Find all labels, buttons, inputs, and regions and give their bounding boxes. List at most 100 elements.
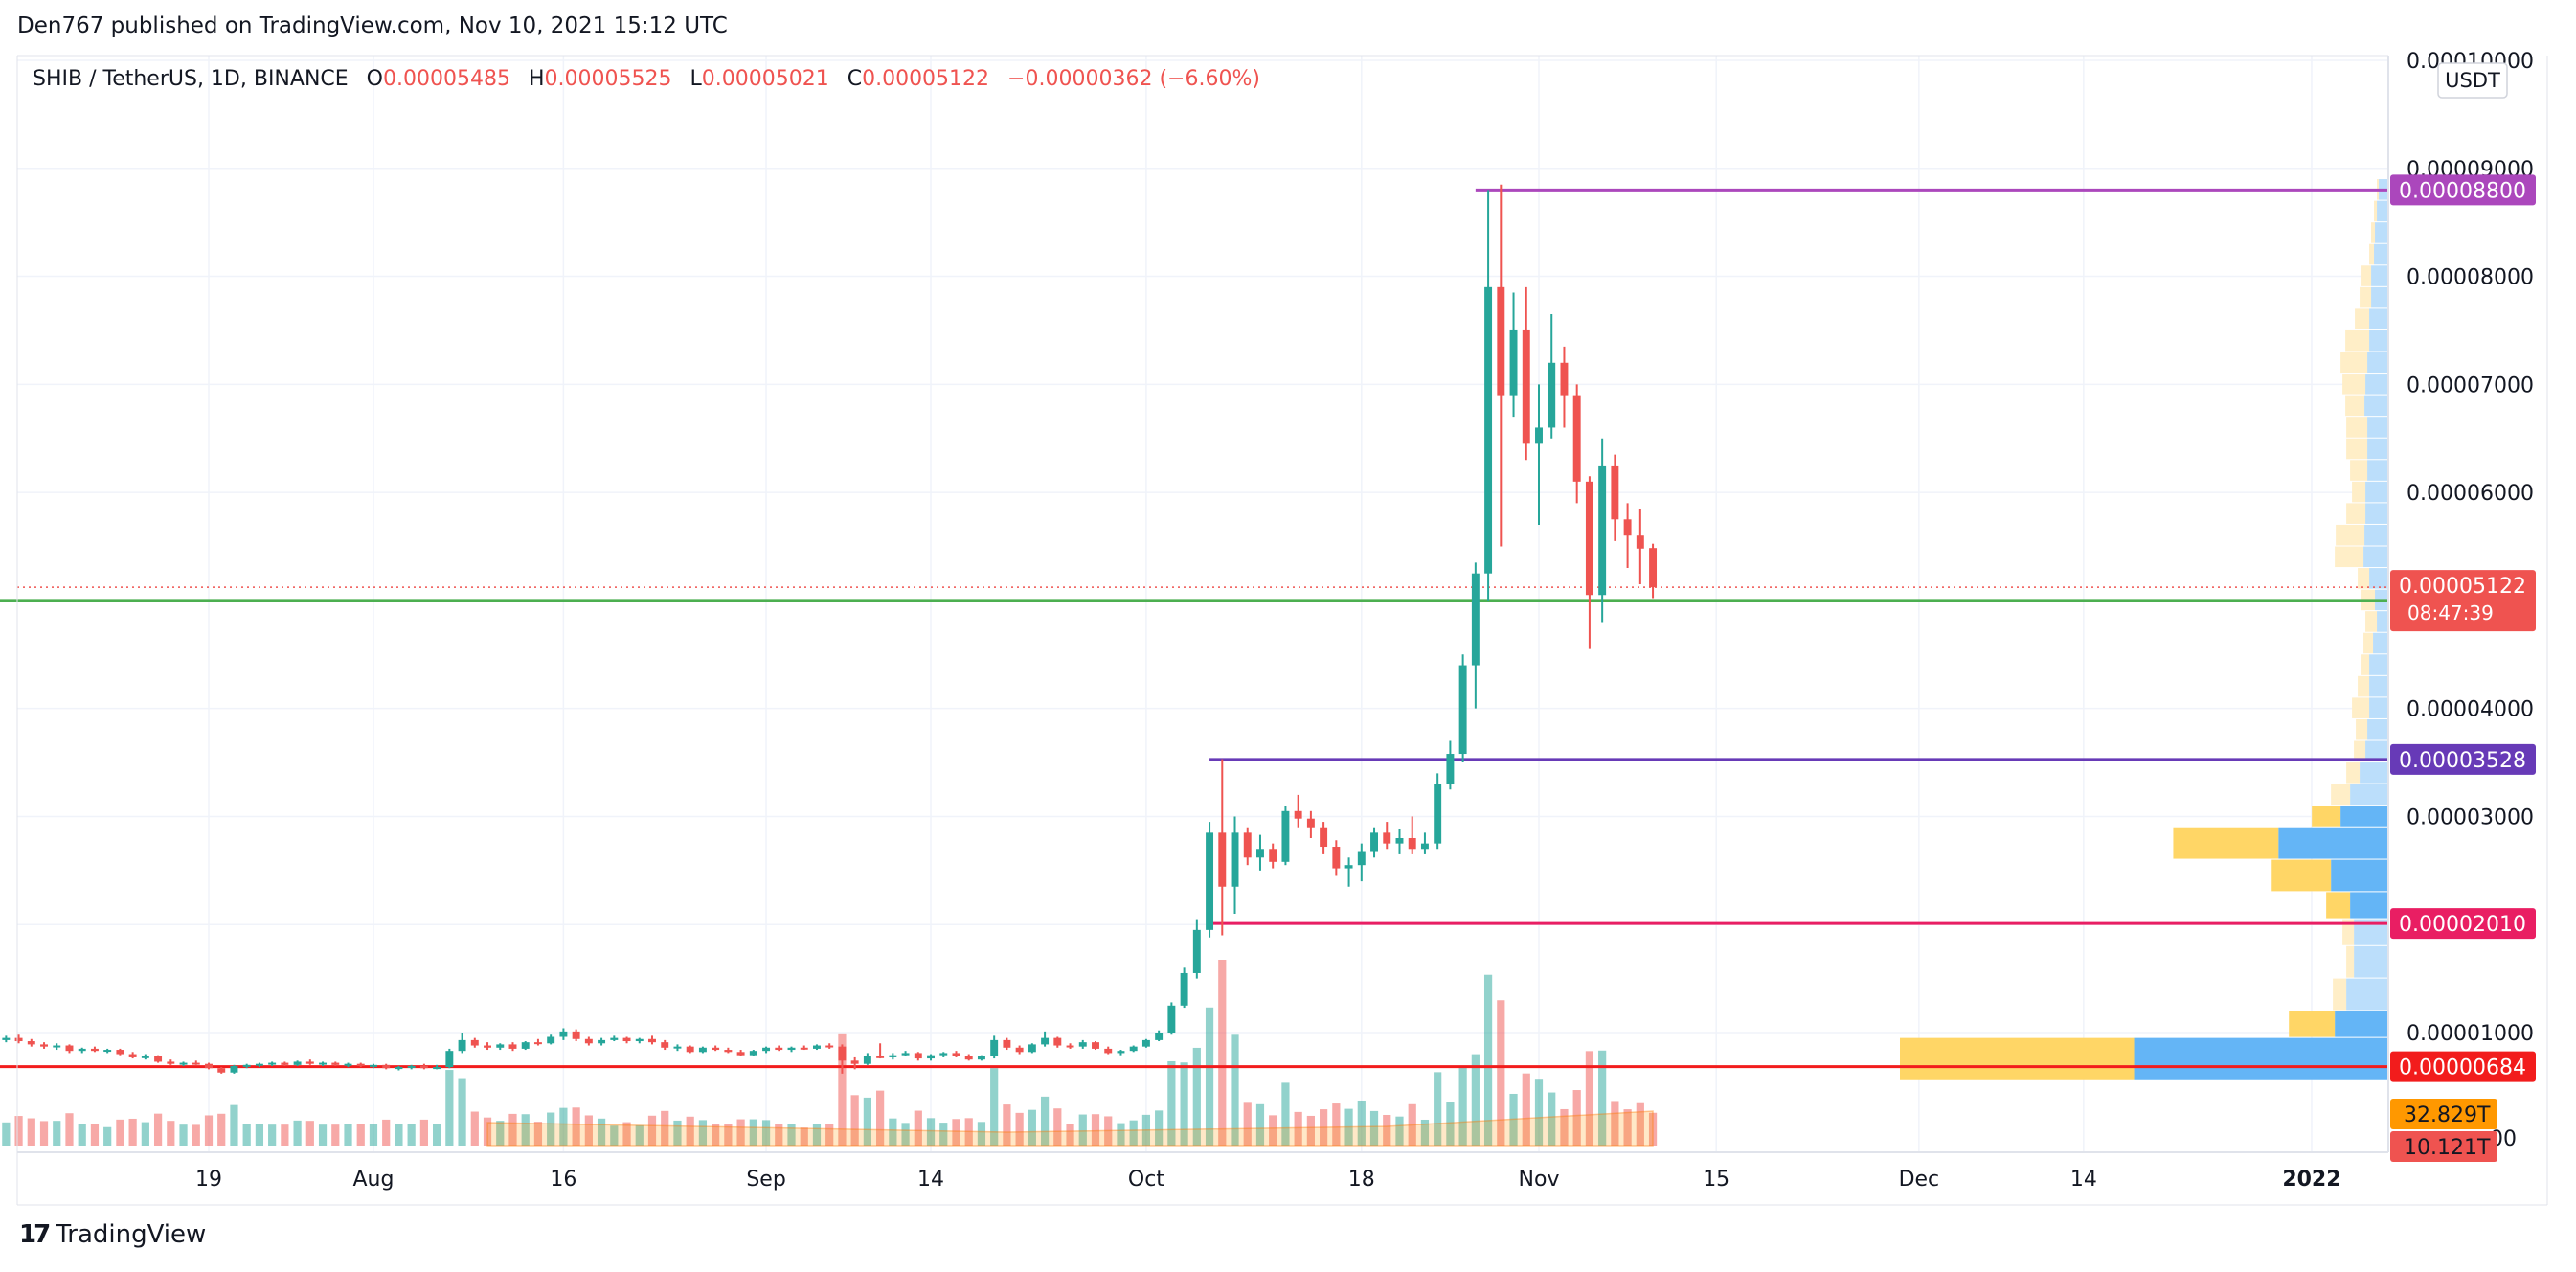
volume-bar bbox=[521, 1114, 530, 1146]
volume-bar bbox=[1218, 960, 1227, 1146]
candle bbox=[370, 1063, 377, 1069]
candle bbox=[484, 1042, 491, 1051]
time-tick-label: 16 bbox=[550, 1168, 576, 1192]
candle bbox=[838, 1044, 847, 1074]
volume-bar bbox=[1395, 1116, 1404, 1146]
candle bbox=[305, 1059, 314, 1065]
time-tick-label: Aug bbox=[352, 1168, 394, 1192]
candle bbox=[1320, 822, 1328, 854]
price-badge: 0.00002010 bbox=[2390, 908, 2536, 940]
candle bbox=[1434, 773, 1442, 850]
volume-profile-up-bar bbox=[2340, 806, 2388, 827]
candle bbox=[1155, 1030, 1164, 1042]
volume-bar bbox=[1141, 1114, 1151, 1146]
candle bbox=[167, 1059, 175, 1065]
candle bbox=[205, 1062, 213, 1070]
volume-bar bbox=[1497, 1000, 1505, 1146]
candle bbox=[445, 1048, 454, 1069]
volume-profile-up-bar bbox=[2369, 675, 2388, 697]
price-badge: 0.00005122 08:47:39 bbox=[2390, 570, 2536, 632]
volume-profile-up-bar bbox=[2367, 718, 2388, 740]
volume-profile-down-bar bbox=[2360, 286, 2372, 308]
volume-bar bbox=[647, 1115, 657, 1146]
volume-profile-down-bar bbox=[2346, 762, 2361, 784]
price-badge: 0.00000684 bbox=[2390, 1051, 2536, 1082]
volume-profile-down-bar bbox=[2361, 654, 2370, 675]
tradingview-logo[interactable]: 17 TradingView bbox=[19, 1220, 206, 1249]
candle bbox=[800, 1045, 808, 1051]
candle bbox=[787, 1046, 796, 1053]
volume-bar bbox=[268, 1124, 277, 1146]
candle bbox=[572, 1029, 580, 1042]
volume-bar bbox=[901, 1123, 910, 1146]
volume-bar bbox=[1091, 1114, 1100, 1146]
candle bbox=[927, 1054, 935, 1061]
volume-profile-down-bar bbox=[2345, 395, 2365, 417]
candle bbox=[1509, 292, 1518, 418]
volume-bar bbox=[889, 1118, 897, 1146]
volume-bar bbox=[1306, 1115, 1315, 1146]
volume-profile-up-bar bbox=[2364, 524, 2388, 546]
candle bbox=[141, 1054, 149, 1060]
volume-bar bbox=[712, 1124, 720, 1146]
candle bbox=[698, 1046, 707, 1054]
volume-bar bbox=[1636, 1102, 1644, 1146]
candle bbox=[635, 1037, 644, 1044]
volume-bar bbox=[610, 1125, 619, 1146]
volume-bar bbox=[661, 1110, 669, 1146]
candle bbox=[736, 1050, 745, 1056]
candle bbox=[65, 1044, 74, 1054]
volume-bar bbox=[1408, 1103, 1416, 1146]
low-label: L bbox=[689, 67, 702, 91]
candle bbox=[1003, 1037, 1011, 1051]
volume-bar bbox=[1243, 1102, 1252, 1146]
volume-bar bbox=[1129, 1120, 1138, 1146]
volume-bar bbox=[2, 1122, 11, 1146]
volume-bar bbox=[1078, 1114, 1087, 1146]
candle bbox=[1560, 346, 1569, 428]
candle bbox=[1231, 816, 1239, 914]
volume-bar bbox=[65, 1113, 74, 1146]
volume-bar bbox=[1015, 1112, 1024, 1146]
candle bbox=[712, 1045, 720, 1052]
candle bbox=[598, 1037, 606, 1046]
volume-profile-up-bar bbox=[2331, 859, 2388, 892]
volume-bar bbox=[559, 1107, 568, 1146]
volume-range-area bbox=[486, 1110, 1654, 1147]
candle bbox=[1548, 314, 1556, 439]
volume-bar bbox=[1446, 1102, 1455, 1146]
volume-bar bbox=[914, 1110, 922, 1146]
candle bbox=[508, 1042, 517, 1052]
candle bbox=[470, 1037, 479, 1048]
volume-profile-down-bar bbox=[2358, 568, 2370, 589]
volume-profile-down-bar bbox=[2371, 222, 2376, 243]
volume-bar bbox=[635, 1124, 644, 1146]
volume-bar bbox=[686, 1116, 694, 1146]
svg-text:08:47:39: 08:47:39 bbox=[2407, 602, 2494, 625]
price-tick-label: 0.00007000 bbox=[2407, 374, 2534, 398]
volume-bar bbox=[1369, 1110, 1379, 1146]
candle bbox=[407, 1064, 416, 1070]
candle bbox=[1611, 454, 1619, 541]
currency-label: USDT bbox=[2445, 69, 2500, 92]
time-axis-labels: 19 Aug 16 Sep 14 Oct 18 Nov 15 Dec 14 2022 bbox=[195, 1168, 2341, 1192]
volume-bar bbox=[458, 1078, 466, 1146]
symbol-title[interactable]: SHIB / TetherUS, 1D, BINANCE bbox=[33, 67, 349, 91]
volume-profile-up-bar bbox=[2369, 308, 2388, 329]
candle bbox=[686, 1045, 694, 1054]
time-tick-label: 14 bbox=[2070, 1168, 2097, 1192]
horizontal-lines[interactable] bbox=[0, 188, 2388, 1069]
volume-bar bbox=[863, 1097, 871, 1146]
candle bbox=[1357, 843, 1366, 882]
candle bbox=[673, 1044, 682, 1052]
candle bbox=[1420, 832, 1429, 854]
volume-profile-up-bar bbox=[2350, 784, 2388, 806]
volume-bar bbox=[1053, 1108, 1062, 1146]
volume-profile-down-bar bbox=[2312, 806, 2341, 827]
currency-button[interactable]: USDT bbox=[2437, 62, 2508, 99]
volume-bar bbox=[622, 1122, 631, 1146]
volume-profile-down-bar bbox=[2340, 352, 2368, 374]
volume-bar bbox=[433, 1124, 441, 1146]
volume-bar bbox=[584, 1115, 593, 1146]
